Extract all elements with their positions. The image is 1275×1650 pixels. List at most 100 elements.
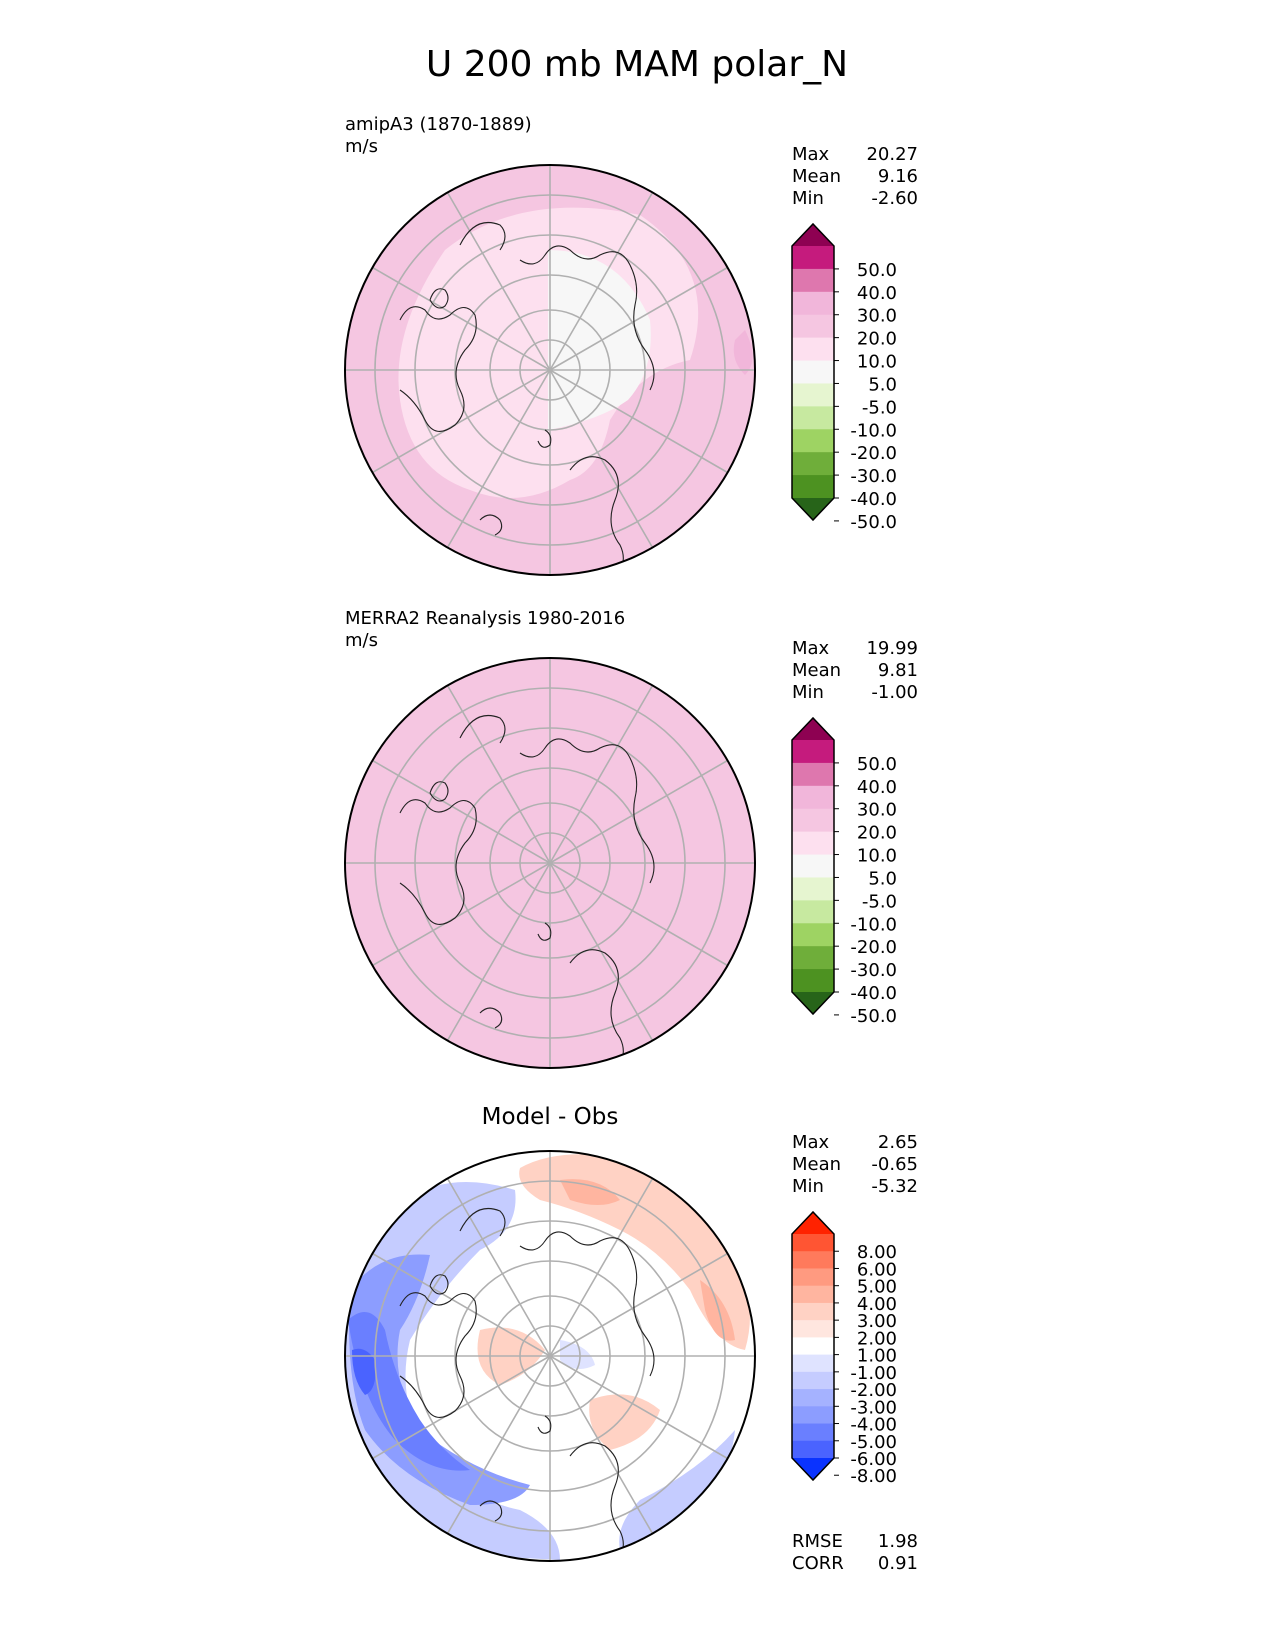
colorbar-bin <box>792 969 834 993</box>
colorbar-tick-label: 6.00 <box>857 1259 897 1280</box>
map-boundary <box>344 1150 756 1562</box>
colorbar-bin <box>792 1423 834 1442</box>
colorbar-tick-label: -40.0 <box>850 983 897 1004</box>
colorbar-bin <box>792 1440 834 1459</box>
colorbar: 50.040.030.020.010.05.0-5.0-10.0-20.0-30… <box>791 716 897 1027</box>
colorbar-bin <box>792 900 834 924</box>
stat-value: -2.60 <box>871 188 918 209</box>
stat-label: CORR <box>792 1553 844 1574</box>
field-contour <box>560 1179 620 1205</box>
colorbar-bin <box>792 1371 834 1390</box>
colorbar-tick-label: 50.0 <box>857 260 897 281</box>
colorbar-bin <box>792 1251 834 1269</box>
colorbar-bin <box>792 314 834 339</box>
stat-label: Min <box>792 682 824 703</box>
stat-value: 9.16 <box>878 166 918 187</box>
panel-subtitle: m/s <box>345 136 378 157</box>
panel-subtitle: amipA3 (1870-1889) <box>345 114 532 135</box>
polar-map <box>344 657 756 1069</box>
colorbar-tick-label: 3.00 <box>857 1311 897 1332</box>
colorbar-tick-label: -30.0 <box>850 466 897 487</box>
colorbar-extend-max <box>792 1212 834 1234</box>
colorbar-tick-label: 50.0 <box>857 754 897 775</box>
polar-map <box>344 164 756 576</box>
colorbar: 8.006.005.004.003.002.001.00-1.00-2.00-3… <box>791 1210 897 1487</box>
colorbar-tick-label: -5.0 <box>862 891 897 912</box>
colorbar-bin <box>792 1234 834 1252</box>
map-boundary <box>344 657 756 1069</box>
stat-value: 20.27 <box>866 144 918 165</box>
colorbar-bin <box>792 1337 834 1356</box>
stat-value: 2.65 <box>878 1132 918 1153</box>
colorbar-extend-max <box>792 224 834 246</box>
field-contour <box>348 1312 470 1471</box>
colorbar-bin <box>792 785 834 810</box>
colorbar-tick-label: 5.0 <box>868 868 897 889</box>
panel-1: amipA3 (1870-1889)m/s Max 20.27 Mean 9.16 Min… <box>344 114 918 576</box>
colorbar-tick-label: 5.00 <box>857 1277 897 1298</box>
colorbar-bin <box>792 383 834 407</box>
stat-value: 1.98 <box>878 1531 918 1552</box>
colorbar-bin <box>792 762 834 787</box>
colorbar-tick-label: 10.0 <box>857 352 897 373</box>
colorbar-tick-label: 8.00 <box>857 1242 897 1263</box>
colorbar-bin <box>792 246 834 270</box>
colorbar-extend-max <box>792 718 834 740</box>
field-contour <box>548 250 651 430</box>
colorbar-bin <box>792 452 834 476</box>
colorbar-tick-label: -6.00 <box>850 1449 897 1470</box>
figure-title: U 200 mb MAM polar_N <box>426 44 848 85</box>
colorbar-bin <box>792 1389 834 1407</box>
graticule <box>345 165 755 575</box>
colorbar-tick-label: -50.0 <box>850 512 897 533</box>
stat-value: -5.32 <box>871 1176 918 1197</box>
stat-label: RMSE <box>792 1531 843 1552</box>
colorbar-tick-label: 40.0 <box>857 777 897 798</box>
polar-map <box>344 1150 756 1562</box>
colorbar-tick-label: -2.00 <box>850 1380 897 1401</box>
colorbar-bin <box>792 854 834 878</box>
colorbar-tick-label: -5.0 <box>862 397 897 418</box>
colorbar-bin <box>792 1268 834 1287</box>
colorbar-extend-min <box>792 992 834 1014</box>
colorbar-bin <box>792 923 834 947</box>
stat-label: Mean <box>792 660 841 681</box>
colorbar-tick-label: -20.0 <box>850 937 897 958</box>
colorbar: 50.040.030.020.010.05.0-5.0-10.0-20.0-30… <box>791 222 897 533</box>
colorbar-tick-label: -50.0 <box>850 1006 897 1027</box>
colorbar-bin <box>792 1354 834 1373</box>
colorbar-bin <box>792 831 834 856</box>
colorbar-tick-label: -10.0 <box>850 420 897 441</box>
stat-label: Max <box>792 638 830 659</box>
stat-label: Min <box>792 1176 824 1197</box>
colorbar-extend-min <box>792 498 834 520</box>
colorbar-bin <box>792 740 834 764</box>
colorbar-tick-label: -1.00 <box>850 1363 897 1384</box>
colorbar-tick-label: -30.0 <box>850 960 897 981</box>
field-contour <box>700 1280 735 1341</box>
panel-subtitle: MERRA2 Reanalysis 1980-2016 <box>345 608 625 629</box>
colorbar-bin <box>792 406 834 430</box>
colorbar-tick-label: 20.0 <box>857 329 897 350</box>
stat-value: 19.99 <box>866 638 918 659</box>
colorbar-tick-label: 30.0 <box>857 306 897 327</box>
field-contour <box>349 1254 530 1505</box>
coastlines <box>399 221 655 575</box>
stat-label: Mean <box>792 166 841 187</box>
colorbar-tick-label: -40.0 <box>850 489 897 510</box>
colorbar-tick-label: 10.0 <box>857 846 897 867</box>
colorbar-tick-label: 40.0 <box>857 283 897 304</box>
stat-value: 0.91 <box>878 1553 918 1574</box>
colorbar-tick-label: 1.00 <box>857 1346 897 1367</box>
colorbar-tick-label: 2.00 <box>857 1328 897 1349</box>
colorbar-bin <box>792 946 834 970</box>
field-contour <box>560 1340 595 1369</box>
panel-subtitle: m/s <box>345 630 378 651</box>
colorbar-tick-label: -8.00 <box>850 1466 897 1487</box>
stat-label: Mean <box>792 1154 841 1175</box>
panel-title: Model - Obs <box>482 1104 619 1130</box>
stat-label: Max <box>792 144 830 165</box>
stat-label: Max <box>792 1132 830 1153</box>
